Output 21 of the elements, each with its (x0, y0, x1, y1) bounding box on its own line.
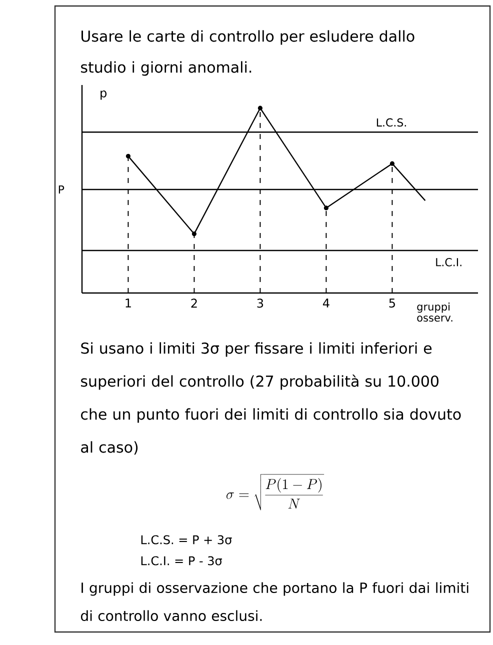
point (126, 154, 130, 158)
text: L.C.I. = P - 3σ (141, 556, 222, 566)
x-tick-label: 3 (257, 298, 264, 308)
point (390, 161, 394, 166)
text: I gruppi di osservazione che portano la P fuori dai limiti di controllo vanno esclusi. (80, 582, 468, 622)
text: L.C.S. = P + 3σ (141, 535, 232, 544)
point (324, 206, 328, 210)
ref-line-label: P (58, 185, 64, 194)
y-axis-title: p (100, 90, 106, 100)
x-tick-label: 5 (389, 298, 395, 308)
x-tick-label: 2 (191, 298, 197, 308)
ref-line-label: L.C.I. (436, 258, 462, 266)
x-axis-title: gruppi osserv. (417, 302, 452, 322)
point (258, 106, 262, 110)
point (192, 232, 196, 236)
x-tick-label: 4 (322, 298, 330, 308)
chart-title: Usare le carte di controllo per esludere dallo studio i giorni anomali. (81, 30, 414, 76)
text: $\sigma = \sqrt{\frac{P(1 - P)}{N}}$ (226, 474, 324, 510)
ref-line-label: L.C.S. (376, 118, 406, 127)
x-tick-label: 1 (126, 298, 131, 308)
text: Si usano i limiti 3σ per fissare i limiti inferiori e superiori del controllo (27 probabilità su 10.000 che un punto fuori dei limiti di controllo sia dovuto al caso) (81, 342, 461, 455)
